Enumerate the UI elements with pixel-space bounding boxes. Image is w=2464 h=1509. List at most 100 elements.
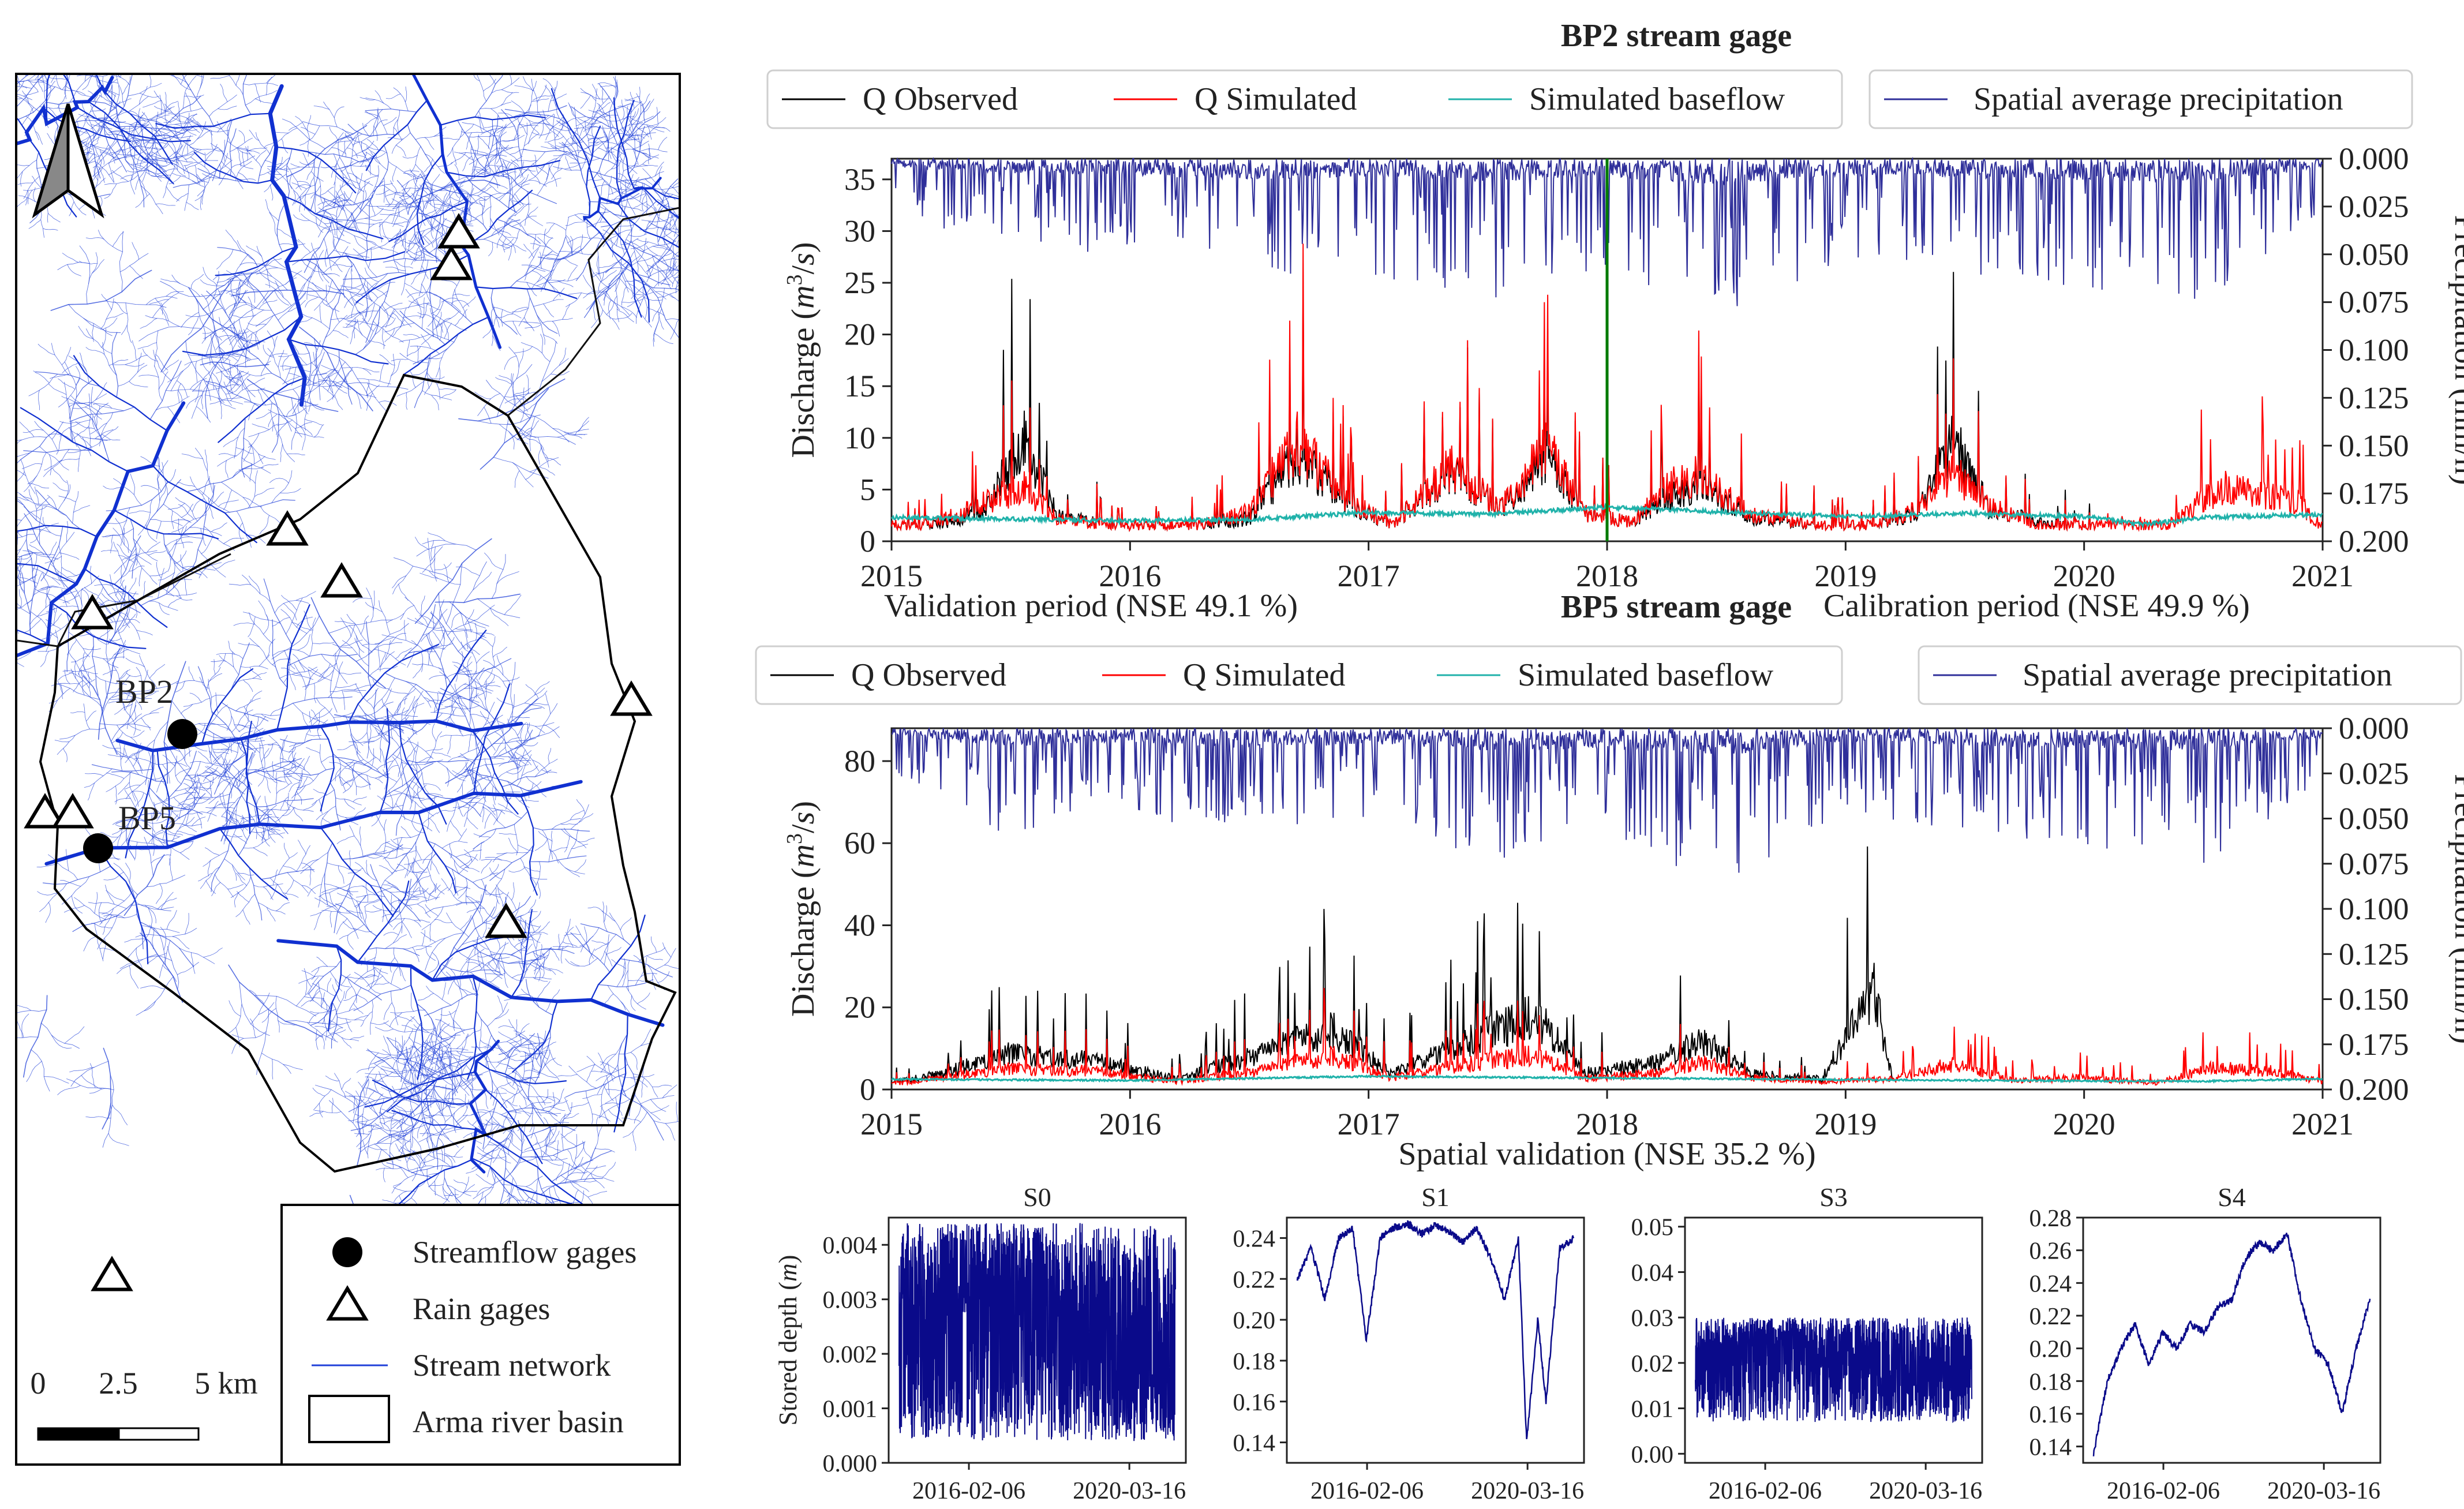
stream-segment xyxy=(456,1056,471,1067)
stream-segment xyxy=(534,959,538,975)
stream-segment xyxy=(739,198,742,232)
stream-segment xyxy=(500,1089,523,1108)
stream-segment xyxy=(403,1081,414,1098)
stream-segment xyxy=(451,152,466,164)
stream-segment xyxy=(518,750,532,759)
stream-segment xyxy=(124,692,152,699)
stream-segment xyxy=(376,189,390,195)
stream-segment xyxy=(398,1040,405,1059)
stream-segment xyxy=(511,373,515,406)
stream-segment xyxy=(680,162,693,169)
stream-segment xyxy=(227,884,244,889)
stream-segment xyxy=(216,362,231,373)
stream-segment xyxy=(379,865,393,874)
stream-segment xyxy=(211,522,227,532)
stream-segment xyxy=(620,238,639,245)
stream-segment xyxy=(400,229,417,261)
stream-segment xyxy=(319,883,351,897)
stream-segment xyxy=(370,969,375,988)
stream-segment xyxy=(578,127,584,143)
stream-segment xyxy=(495,377,512,385)
stream-segment xyxy=(483,192,511,197)
stream-segment xyxy=(174,541,193,545)
stream-segment xyxy=(88,402,125,411)
stream-segment xyxy=(506,767,523,774)
stream-segment xyxy=(410,1046,424,1057)
stream-segment xyxy=(80,353,87,372)
stream-segment xyxy=(58,496,76,502)
stream-segment xyxy=(155,354,168,370)
stream-segment xyxy=(203,327,223,339)
stream-segment xyxy=(219,152,228,178)
stream-segment xyxy=(162,462,168,496)
stream-segment xyxy=(252,672,267,679)
stream-segment xyxy=(49,454,52,475)
stream-segment xyxy=(262,289,276,304)
stream-segment xyxy=(637,262,650,278)
stream-segment xyxy=(606,947,621,955)
stream-segment xyxy=(125,837,129,855)
stream-segment xyxy=(283,647,291,683)
stream-segment xyxy=(73,680,84,692)
stream-segment xyxy=(488,242,493,257)
stream-segment xyxy=(392,566,413,594)
stream-segment xyxy=(433,883,445,894)
stream-segment xyxy=(136,1001,156,1016)
stream-segment xyxy=(628,283,647,295)
stream-segment xyxy=(471,1044,489,1048)
x-tick-label: 2019 xyxy=(1814,559,1877,593)
stream-segment xyxy=(194,761,201,778)
stream-segment xyxy=(430,297,441,314)
stream-segment xyxy=(561,1125,578,1139)
stream-segment xyxy=(208,767,247,804)
stream-segment xyxy=(425,1173,440,1177)
stream-segment xyxy=(485,764,497,800)
stream-segment xyxy=(78,646,94,675)
stream-segment xyxy=(275,902,290,911)
stream-segment xyxy=(17,98,23,99)
stream-segment xyxy=(88,414,92,451)
stream-segment xyxy=(529,911,541,925)
stream-segment xyxy=(394,1106,414,1113)
stream-segment xyxy=(340,973,351,986)
stream-segment xyxy=(589,948,595,965)
stream-segment xyxy=(518,297,530,327)
stream-segment xyxy=(91,923,113,928)
stream-segment xyxy=(14,16,29,25)
stream-segment xyxy=(402,230,405,247)
stream-segment xyxy=(139,655,158,689)
stream-segment xyxy=(25,115,39,140)
stream-segment xyxy=(424,159,433,173)
stream-segment xyxy=(385,308,395,328)
stream-segment xyxy=(396,1104,408,1117)
stream-segment xyxy=(203,267,218,286)
stream-segment xyxy=(556,141,584,148)
stream-segment xyxy=(102,658,119,668)
stream-segment xyxy=(407,651,415,668)
stream-segment xyxy=(108,132,128,138)
stream-segment xyxy=(316,957,328,967)
stream-segment xyxy=(301,863,315,873)
stream-segment xyxy=(127,144,141,155)
stream-segment xyxy=(684,162,696,171)
stream-segment xyxy=(99,912,137,919)
stream-segment xyxy=(438,691,470,712)
stream-segment xyxy=(395,703,425,726)
stream-segment xyxy=(439,623,445,640)
stream-segment xyxy=(128,577,137,593)
stream-segment xyxy=(382,1049,409,1066)
stream-segment xyxy=(634,154,660,168)
stream-segment xyxy=(403,334,420,338)
stream-segment xyxy=(194,164,200,185)
stream-segment xyxy=(181,454,204,459)
stream-segment xyxy=(36,52,50,67)
stream-segment xyxy=(434,1036,442,1054)
stream-segment xyxy=(403,793,421,799)
stream-segment xyxy=(399,1084,413,1090)
stream-segment xyxy=(309,617,316,657)
stream-segment xyxy=(62,362,80,373)
stream-segment xyxy=(65,669,70,684)
stream-segment xyxy=(115,579,125,596)
stream-segment xyxy=(163,504,192,523)
stream-segment xyxy=(416,1065,433,1072)
